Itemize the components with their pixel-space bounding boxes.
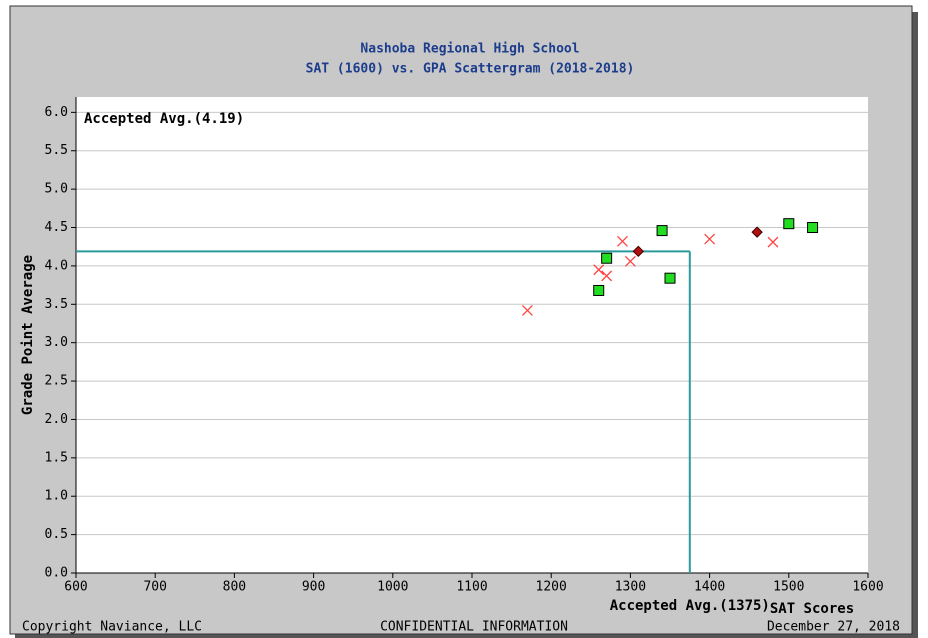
point <box>624 255 636 267</box>
point <box>664 272 676 284</box>
y-tick-label: 2.5 <box>45 374 68 389</box>
y-tick-label: 4.5 <box>45 220 68 235</box>
point <box>807 222 819 234</box>
y-tick-label: 5.0 <box>45 182 68 197</box>
point <box>767 236 779 248</box>
point <box>593 264 605 276</box>
point <box>632 245 645 258</box>
footer-center: CONFIDENTIAL INFORMATION <box>380 620 568 635</box>
footer-right: December 27, 2018 <box>767 620 900 635</box>
x-tick-label: 900 <box>302 580 325 595</box>
point <box>783 218 795 230</box>
point <box>617 235 628 247</box>
point <box>704 233 716 245</box>
y-tick-label: 0.5 <box>45 527 68 542</box>
footer-left: Copyright Naviance, LLC <box>22 620 202 635</box>
y-tick-label: 1.0 <box>45 489 68 504</box>
y-tick-label: 3.0 <box>45 335 68 350</box>
x-axis-label: SAT Scores <box>770 601 854 617</box>
point <box>751 226 763 238</box>
x-tick-label: 700 <box>143 580 166 595</box>
x-tick-label: 1600 <box>852 580 883 595</box>
y-axis-label: Grade Point Average <box>20 255 36 415</box>
x-tick-label: 1400 <box>694 580 725 595</box>
y-tick-label: 3.5 <box>45 297 68 312</box>
y-tick-label: 0.0 <box>45 566 68 581</box>
y-tick-label: 4.0 <box>45 258 68 273</box>
point <box>521 304 533 316</box>
x-tick-label: 1200 <box>536 580 567 595</box>
point <box>593 284 605 296</box>
avg-sat-label: Accepted Avg.(1375) <box>610 598 770 614</box>
avg-gpa-label: Accepted Avg.(4.19) <box>84 111 244 127</box>
x-tick-label: 1000 <box>377 580 408 595</box>
point <box>601 252 613 264</box>
chart-title: Nashoba Regional High School <box>360 42 579 57</box>
point <box>656 225 668 237</box>
chart-subtitle: SAT (1600) vs. GPA Scattergram (2018-201… <box>306 62 635 77</box>
x-tick-label: 1500 <box>773 580 804 595</box>
y-tick-label: 2.0 <box>45 412 68 427</box>
x-tick-label: 800 <box>223 580 246 595</box>
plot-area <box>76 97 868 573</box>
x-tick-label: 600 <box>64 580 87 595</box>
y-tick-label: 6.0 <box>45 105 68 120</box>
x-tick-label: 1300 <box>615 580 646 595</box>
y-tick-label: 5.5 <box>45 143 68 158</box>
x-tick-label: 1100 <box>456 580 487 595</box>
point <box>601 270 613 282</box>
y-tick-label: 1.5 <box>45 450 68 465</box>
